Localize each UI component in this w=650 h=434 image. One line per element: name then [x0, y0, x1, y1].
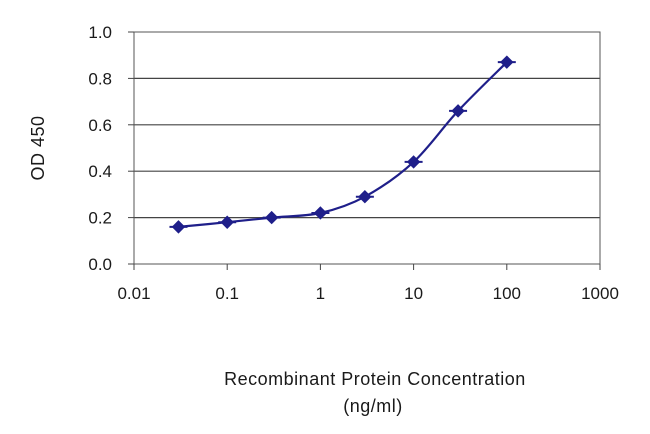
y-tick-label: 1.0 [88, 23, 112, 42]
data-point [262, 210, 281, 225]
data-point [449, 104, 468, 118]
series-line [178, 61, 508, 228]
diamond-marker [220, 215, 234, 229]
data-point [404, 155, 423, 169]
diamond-marker [500, 55, 514, 69]
diamond-marker [451, 104, 465, 118]
y-tick-label: 0.0 [88, 255, 112, 274]
data-point [169, 220, 188, 234]
y-tick-label: 0.4 [88, 162, 112, 181]
x-tick-label: 10 [404, 284, 423, 303]
x-tick-label: 1 [316, 284, 325, 303]
y-axis-ticks: 0.0 0.2 0.4 0.6 0.8 1.0 [88, 23, 134, 274]
y-axis-title: OD 450 [28, 115, 48, 180]
diamond-marker [264, 210, 279, 225]
diamond-marker [171, 220, 186, 234]
x-axis-ticks: 0.01 0.1 1 10 100 1000 [117, 264, 619, 303]
y-tick-label: 0.6 [88, 116, 112, 135]
x-tick-label: 0.01 [117, 284, 150, 303]
plot-frame [133, 31, 601, 265]
diamond-marker [358, 190, 372, 204]
data-point [355, 190, 374, 204]
series-layer [169, 55, 516, 234]
x-tick-label: 0.1 [215, 284, 239, 303]
data-point [311, 206, 330, 220]
data-point [218, 215, 237, 229]
x-axis-title: Recombinant Protein Concentration [224, 369, 526, 389]
diamond-marker [313, 206, 328, 220]
grid-lines [134, 77, 600, 219]
y-tick-label: 0.8 [88, 69, 112, 88]
data-point [497, 55, 516, 69]
diamond-marker [406, 155, 421, 169]
y-tick-label: 0.2 [88, 209, 112, 228]
x-axis-title-units: (ng/ml) [343, 396, 403, 416]
x-tick-label: 100 [493, 284, 521, 303]
x-tick-label: 1000 [581, 284, 619, 303]
